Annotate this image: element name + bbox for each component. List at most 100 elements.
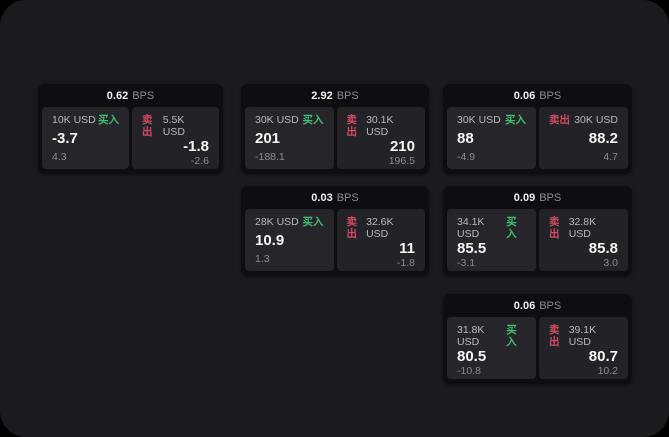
bps-value: 2.92 [311,89,333,102]
buy-amount: 34.1K USD [457,216,485,240]
sell-amount: 32.6K USD [366,216,394,240]
buy-price: 88 [457,130,474,147]
buy-sub-value: -188.1 [255,151,285,163]
buy-sub-value: -3.1 [457,257,476,269]
buy-panel-top: 34.1K USD 买入 [457,216,526,240]
buy-panel[interactable]: 34.1K USD 买入 85.5 -3.1 [447,209,536,271]
spread-header: 2.92 BPS [245,84,425,107]
sell-panel-top: 卖出 5.5K USD [142,114,209,138]
sell-price: 210 [389,138,415,155]
sell-panel[interactable]: 卖出 30.1K USD 210 196.5 [336,107,425,169]
spread-header: 0.06 BPS [447,84,628,107]
quote-panels: 30K USD 买入 201 -188.1 卖出 30.1K USD 210 1… [245,107,425,169]
sell-sub-value: -1.8 [396,257,415,269]
spread-header: 0.09 BPS [447,186,628,209]
buy-side-label: 买入 [506,324,517,348]
buy-price: 85.5 [457,240,487,257]
quote-card: 0.09 BPS 34.1K USD 买入 85.5 -3.1 卖出 32.8K… [443,186,632,276]
buy-panel-top: 10K USD 买入 [52,114,119,126]
quote-card: 0.62 BPS 10K USD 买入 -3.7 4.3 卖出 5.5K USD… [38,84,223,174]
bps-value: 0.62 [106,89,129,102]
sell-panel-top: 卖出 39.1K USD [549,324,618,348]
quote-panels: 10K USD 买入 -3.7 4.3 卖出 5.5K USD -1.8 -2.… [42,107,219,169]
quote-panels: 34.1K USD 买入 85.5 -3.1 卖出 32.8K USD 85.8… [447,209,628,271]
sell-panel-top: 卖出 32.6K USD [347,216,416,240]
sell-side-label: 卖出 [549,216,560,240]
sell-side-label: 卖出 [142,114,153,138]
quote-card: 2.92 BPS 30K USD 买入 201 -188.1 卖出 30.1K … [241,84,429,174]
sell-price: -1.8 [183,138,209,155]
buy-panel[interactable]: 30K USD 买入 201 -188.1 [245,107,334,169]
buy-side-label: 买入 [98,114,119,126]
sell-panel-top: 卖出 30.1K USD [347,114,416,138]
sell-price: 88.2 [588,130,618,147]
buy-sub-value: 4.3 [52,151,67,163]
bps-value: 0.06 [513,89,536,102]
sell-amount: 30.1K USD [366,114,394,138]
buy-sub-value: -10.8 [457,365,481,377]
quote-card: 0.03 BPS 28K USD 买入 10.9 1.3 卖出 32.6K US… [241,186,429,276]
sell-side-label: 卖出 [549,324,560,348]
bps-unit: BPS [539,299,562,312]
sell-panel[interactable]: 卖出 32.6K USD 11 -1.8 [336,209,425,271]
sell-panel-top: 卖出 32.8K USD [549,216,618,240]
buy-panel[interactable]: 28K USD 买入 10.9 1.3 [245,209,334,271]
bps-value: 0.06 [513,299,536,312]
buy-amount: 30K USD [255,114,299,126]
sell-side-label: 卖出 [346,216,358,240]
quote-panels: 31.8K USD 买入 80.5 -10.8 卖出 39.1K USD 80.… [447,317,628,379]
sell-panel[interactable]: 卖出 30K USD 88.2 4.7 [539,107,628,169]
buy-panel[interactable]: 10K USD 买入 -3.7 4.3 [42,107,129,169]
bps-unit: BPS [336,89,359,102]
buy-side-label: 买入 [505,114,526,126]
buy-sub-value: -4.9 [457,151,476,163]
sell-sub-value: 10.2 [597,365,618,377]
spread-header: 0.62 BPS [42,84,219,107]
buy-amount: 10K USD [52,114,96,126]
spread-header: 0.06 BPS [447,294,628,317]
sell-amount: 30K USD [574,114,618,126]
sell-amount: 5.5K USD [162,114,185,138]
buy-price: 201 [255,130,281,147]
bps-value: 0.03 [311,191,333,204]
sell-side-label: 卖出 [346,114,358,138]
buy-panel-top: 31.8K USD 买入 [457,324,526,348]
sell-sub-value: 4.7 [603,151,618,163]
buy-amount: 30K USD [457,114,501,126]
buy-side-label: 买入 [302,216,324,228]
spread-header: 0.03 BPS [245,186,425,209]
buy-side-label: 买入 [302,114,324,126]
sell-panel[interactable]: 卖出 32.8K USD 85.8 3.0 [539,209,628,271]
buy-side-label: 买入 [506,216,517,240]
sell-amount: 32.8K USD [568,216,597,240]
buy-amount: 31.8K USD [457,324,485,348]
buy-price: 10.9 [255,232,285,249]
quote-card: 0.06 BPS 31.8K USD 买入 80.5 -10.8 卖出 39.1… [443,294,632,384]
bps-unit: BPS [336,191,359,204]
buy-panel-top: 28K USD 买入 [255,216,324,228]
buy-price: 80.5 [457,348,487,365]
bps-unit: BPS [132,89,155,102]
sell-sub-value: -2.6 [190,155,209,167]
buy-panel-top: 30K USD 买入 [457,114,526,126]
sell-panel[interactable]: 卖出 5.5K USD -1.8 -2.6 [132,107,219,169]
quote-card: 0.06 BPS 30K USD 买入 88 -4.9 卖出 30K USD 8… [443,84,632,174]
sell-sub-value: 196.5 [388,155,415,167]
buy-sub-value: 1.3 [255,253,270,265]
bps-unit: BPS [539,191,562,204]
buy-panel[interactable]: 31.8K USD 买入 80.5 -10.8 [447,317,536,379]
buy-amount: 28K USD [255,216,299,228]
sell-sub-value: 3.0 [603,257,618,269]
quote-panels: 28K USD 买入 10.9 1.3 卖出 32.6K USD 11 -1.8 [245,209,425,271]
sell-side-label: 卖出 [549,114,570,126]
quote-panels: 30K USD 买入 88 -4.9 卖出 30K USD 88.2 4.7 [447,107,628,169]
sell-amount: 39.1K USD [568,324,597,348]
sell-panel[interactable]: 卖出 39.1K USD 80.7 10.2 [539,317,628,379]
sell-price: 11 [399,240,415,257]
buy-price: -3.7 [52,130,78,147]
bps-unit: BPS [539,89,562,102]
buy-panel[interactable]: 30K USD 买入 88 -4.9 [447,107,536,169]
sell-price: 80.7 [588,348,618,365]
